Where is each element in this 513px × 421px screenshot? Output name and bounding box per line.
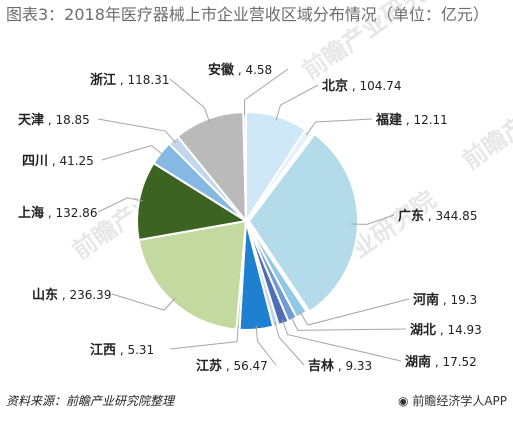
watermark-text: 前瞻产业研究院: [297, 0, 451, 85]
slice-label-value: , 17.52: [431, 355, 477, 369]
slice-label-value: , 19.3: [439, 293, 477, 307]
slice-label-name: 福建: [375, 112, 402, 128]
slice-label-value: , 344.85: [424, 209, 477, 223]
leader-line-2: [350, 214, 395, 225]
leader-line-3: [299, 298, 410, 326]
slice-label-name: 浙江: [90, 72, 116, 88]
slice-label-name: 山东: [32, 287, 58, 303]
slice-label-name: 湖北: [410, 323, 436, 338]
slice-label-name: 上海: [18, 205, 44, 221]
slice-label-6: 吉林 , 9.33: [308, 358, 372, 374]
slice-label-value: , 132.86: [44, 206, 97, 220]
slice-label-11: 四川 , 41.25: [22, 154, 94, 169]
leader-line-11: [101, 144, 165, 161]
leader-line-1: [305, 118, 373, 136]
slice-label-4: 湖北 , 14.93: [410, 323, 482, 338]
chart-title: 图表3：2018年医疗器械上市企业营收区域分布情况（单位：亿元）: [6, 5, 489, 24]
slice-label-value: , 41.25: [48, 154, 94, 168]
source-note: 资料来源：前瞻产业研究院整理: [6, 394, 175, 408]
pie-slices: [136, 110, 359, 331]
slice-label-value: , 236.39: [58, 288, 111, 302]
leader-lines: [97, 68, 410, 366]
leader-line-0: [275, 84, 319, 121]
slice-label-name: 天津: [18, 112, 44, 128]
leader-line-9: [111, 293, 176, 311]
leader-line-7: [255, 325, 277, 366]
slice-label-3: 河南 , 19.3: [413, 292, 477, 308]
slice-label-name: 吉林: [308, 358, 334, 374]
slice-label-name: 江苏: [196, 358, 222, 374]
leader-line-12: [97, 118, 177, 144]
slice-label-value: , 104.74: [348, 79, 401, 93]
slice-label-name: 江西: [90, 342, 116, 358]
slice-label-9: 山东 , 236.39: [32, 287, 111, 303]
slice-label-14: 安徽 , 4.58: [208, 62, 272, 78]
slice-label-value: , 14.93: [436, 323, 482, 337]
slice-label-1: 福建 , 12.11: [375, 112, 448, 128]
slice-label-name: 湖南: [405, 354, 431, 370]
slice-label-name: 广东: [398, 208, 424, 224]
leader-line-8: [169, 325, 239, 350]
brand-footer: ◉ 前瞻经济学人APP: [398, 392, 507, 409]
slice-label-value: , 18.85: [44, 113, 90, 127]
slice-label-7: 江苏 , 56.47: [196, 358, 268, 374]
leader-line-13: [169, 78, 211, 123]
leader-line-10: [97, 197, 144, 213]
slice-label-value: , 56.47: [222, 359, 268, 373]
leader-line-4: [290, 315, 407, 331]
weibo-icon: ◉: [398, 394, 413, 408]
slice-label-10: 上海 , 132.86: [18, 205, 97, 221]
slice-label-8: 江西 , 5.31: [90, 342, 154, 358]
slice-label-name: 安徽: [208, 62, 235, 78]
slice-label-name: 河南: [413, 292, 439, 308]
slice-label-name: 北京: [322, 78, 348, 94]
slice-label-5: 湖南 , 17.52: [405, 354, 477, 370]
slice-label-13: 浙江 , 118.31: [90, 72, 169, 88]
slice-label-value: , 118.31: [116, 73, 169, 87]
slice-label-value: , 5.31: [116, 343, 154, 357]
slice-label-12: 天津 , 18.85: [18, 112, 90, 128]
slice-label-value: , 12.11: [402, 113, 448, 127]
brand-name: 前瞻经济学人APP: [412, 394, 507, 408]
leader-line-14: [243, 68, 289, 117]
slice-label-value: , 9.33: [334, 359, 372, 373]
watermark-text: 前瞻产业研究院: [457, 56, 513, 175]
slice-label-0: 北京 , 104.74: [322, 78, 401, 94]
slice-labels: 北京 , 104.74 福建 , 12.11 广东 , 344.85 河南 , 19.…: [18, 62, 482, 374]
leader-line-6: [274, 321, 305, 366]
leader-line-5: [281, 319, 402, 362]
slice-label-name: 四川: [22, 154, 48, 169]
slice-label-2: 广东 , 344.85: [398, 208, 477, 224]
slice-label-value: , 4.58: [234, 63, 272, 77]
